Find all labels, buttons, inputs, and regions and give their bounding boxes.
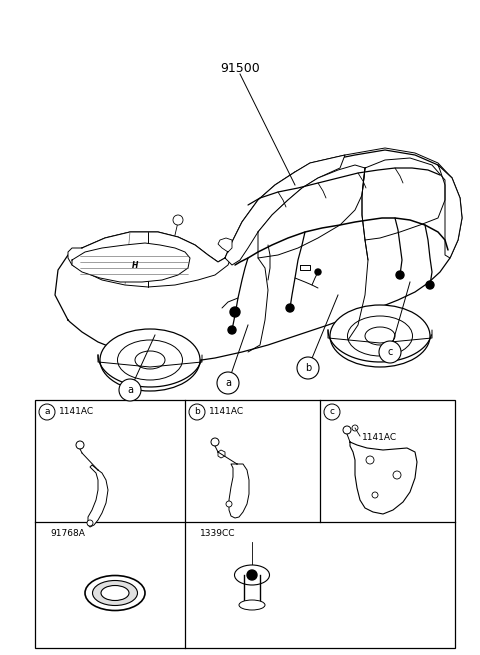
- Circle shape: [76, 441, 84, 449]
- Circle shape: [189, 404, 205, 420]
- Polygon shape: [218, 238, 232, 252]
- Text: 91500: 91500: [220, 62, 260, 75]
- Ellipse shape: [118, 340, 182, 380]
- Circle shape: [324, 404, 340, 420]
- Circle shape: [119, 379, 141, 401]
- Text: c: c: [387, 347, 393, 357]
- Ellipse shape: [100, 329, 200, 391]
- Text: 91768A: 91768A: [50, 529, 85, 538]
- Circle shape: [297, 357, 319, 379]
- Ellipse shape: [365, 327, 395, 345]
- Text: b: b: [305, 363, 311, 373]
- Bar: [35, 400, 455, 648]
- Ellipse shape: [330, 305, 430, 367]
- Text: 1141AC: 1141AC: [59, 407, 94, 417]
- Polygon shape: [258, 165, 365, 258]
- Circle shape: [247, 570, 257, 580]
- Ellipse shape: [93, 580, 137, 605]
- Circle shape: [426, 281, 434, 289]
- Polygon shape: [68, 232, 232, 287]
- Polygon shape: [88, 465, 108, 527]
- Circle shape: [315, 269, 321, 275]
- Polygon shape: [55, 150, 462, 362]
- Circle shape: [366, 456, 374, 464]
- Ellipse shape: [239, 600, 265, 610]
- Text: c: c: [329, 407, 335, 417]
- Text: 1141AC: 1141AC: [362, 434, 397, 443]
- Circle shape: [372, 492, 378, 498]
- Circle shape: [286, 304, 294, 312]
- Polygon shape: [350, 442, 417, 514]
- Text: a: a: [127, 385, 133, 395]
- Circle shape: [228, 326, 236, 334]
- Text: a: a: [225, 378, 231, 388]
- Polygon shape: [225, 155, 345, 265]
- Circle shape: [343, 426, 351, 434]
- Ellipse shape: [348, 316, 412, 356]
- Ellipse shape: [135, 351, 165, 369]
- Polygon shape: [362, 158, 445, 240]
- Circle shape: [352, 425, 358, 431]
- Text: 1141AC: 1141AC: [209, 407, 244, 417]
- Polygon shape: [229, 464, 249, 518]
- Text: b: b: [194, 407, 200, 417]
- Circle shape: [393, 471, 401, 479]
- Text: 1339CC: 1339CC: [200, 529, 236, 538]
- Polygon shape: [438, 165, 462, 258]
- Circle shape: [39, 404, 55, 420]
- Polygon shape: [72, 243, 190, 282]
- Circle shape: [396, 271, 404, 279]
- Polygon shape: [218, 450, 225, 458]
- Circle shape: [226, 501, 232, 507]
- Circle shape: [217, 372, 239, 394]
- Ellipse shape: [85, 576, 145, 610]
- Ellipse shape: [235, 565, 269, 585]
- Text: H: H: [132, 261, 138, 269]
- Circle shape: [230, 307, 240, 317]
- Circle shape: [211, 438, 219, 446]
- Text: a: a: [44, 407, 50, 417]
- Circle shape: [87, 520, 93, 526]
- Circle shape: [173, 215, 183, 225]
- Circle shape: [379, 341, 401, 363]
- Ellipse shape: [101, 586, 129, 601]
